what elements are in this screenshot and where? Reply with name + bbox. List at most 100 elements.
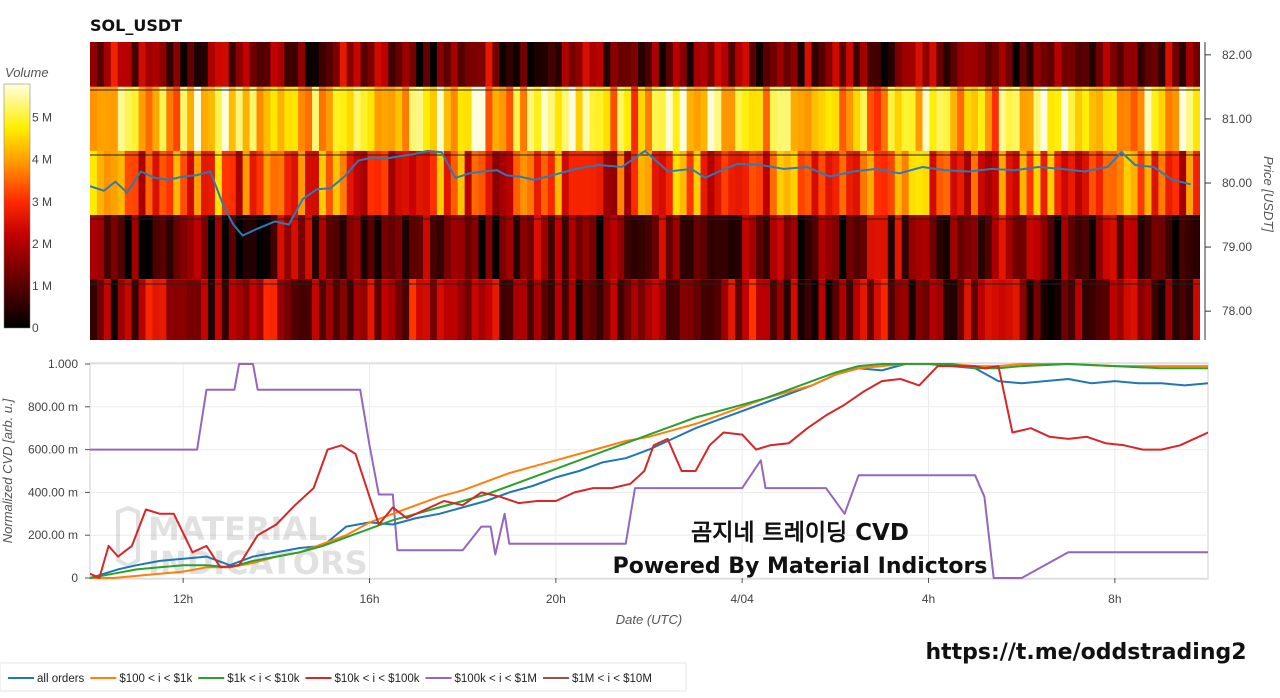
heatmap-cell: [790, 150, 799, 216]
heatmap-cell: [506, 86, 514, 151]
watermark-url: https://t.me/oddstrading2: [925, 640, 1246, 665]
heatmap-cell: [464, 215, 473, 280]
heatmap-cell: [1123, 150, 1132, 216]
heatmap-cell: [1026, 150, 1035, 216]
heatmap-cell: [166, 86, 174, 151]
price-tick-label: 78.00: [1222, 304, 1252, 318]
heatmap-cell: [478, 279, 487, 340]
heatmap-cell: [832, 215, 840, 280]
heatmap-cell: [1144, 150, 1153, 216]
heatmap-cell: [270, 279, 278, 340]
heatmap-cell: [839, 215, 847, 280]
heatmap-cell: [131, 150, 140, 216]
heatmap-cell: [679, 150, 688, 216]
heatmap-cell: [402, 86, 410, 151]
heatmap-cell: [249, 42, 258, 87]
heatmap-cell: [735, 42, 743, 87]
heatmap-cell: [589, 86, 598, 151]
heatmap-cell: [173, 42, 181, 87]
heatmap-cell: [318, 150, 327, 216]
heatmap-cell: [756, 42, 764, 87]
heatmap-cell: [776, 215, 785, 280]
heatmap-cell: [527, 86, 535, 151]
heatmap-cell: [790, 42, 799, 87]
heatmap-cell: [714, 279, 722, 340]
heatmap-cell: [672, 42, 681, 87]
heatmap-cell: [221, 86, 230, 151]
heatmap-cell: [1179, 215, 1187, 280]
heatmap-cell: [249, 279, 258, 340]
heatmap-cell: [1186, 150, 1194, 216]
heatmap-cell: [679, 42, 688, 87]
heatmap-cell: [291, 215, 299, 280]
heatmap-cell: [1123, 279, 1132, 340]
heatmap-cell: [353, 86, 362, 151]
heatmap-cell: [929, 86, 937, 151]
cvd-y-tick-label: 400.00 m: [28, 485, 78, 499]
heatmap-cell: [381, 279, 389, 340]
heatmap-cell: [853, 215, 861, 280]
heatmap-cell: [534, 86, 542, 151]
heatmap-cell: [617, 86, 625, 151]
heatmap-cell: [1172, 279, 1180, 340]
heatmap-cell: [242, 42, 251, 87]
heatmap-cell: [658, 86, 667, 151]
heatmap-cell: [1068, 150, 1076, 216]
heatmap-cell: [818, 279, 826, 340]
heatmap-cell: [915, 86, 924, 151]
heatmap-cell: [416, 150, 424, 216]
heatmap-cell: [1095, 279, 1104, 340]
heatmap-cell: [867, 86, 875, 151]
heatmap-cell: [499, 42, 507, 87]
heatmap-cell: [159, 150, 167, 216]
heatmap-cell: [811, 86, 820, 151]
heatmap-cell: [936, 279, 944, 340]
heatmap-cell: [214, 215, 223, 280]
heatmap-cell: [978, 215, 986, 280]
heatmap-cell: [575, 150, 584, 216]
heatmap-cell: [638, 86, 646, 151]
heatmap-cell: [693, 279, 702, 340]
heatmap-cell: [353, 150, 362, 216]
heatmap-cell: [1005, 86, 1014, 151]
heatmap-cell: [395, 42, 403, 87]
heatmap-cell: [693, 42, 702, 87]
heatmap-cell: [645, 215, 653, 280]
heatmap-cell: [1151, 150, 1159, 216]
heatmap-cell: [783, 279, 792, 340]
heatmap-cell: [367, 215, 376, 280]
heatmap-cell: [936, 150, 944, 216]
heatmap-cell: [922, 42, 931, 87]
heatmap-cell: [478, 86, 487, 151]
heatmap-cell: [1089, 279, 1097, 340]
heatmap-cell: [103, 215, 112, 280]
colorbar-tick-label: 4 M: [32, 153, 52, 167]
heatmap-cell: [950, 86, 958, 151]
heatmap-cell: [207, 42, 216, 87]
heatmap-cell: [429, 42, 438, 87]
heatmap-cell: [180, 279, 188, 340]
heatmap-cell: [339, 86, 348, 151]
heatmap-cell: [936, 42, 944, 87]
heatmap-cell: [867, 215, 875, 280]
heatmap-cell: [291, 279, 299, 340]
heatmap-cell: [1193, 86, 1200, 151]
cvd-y-tick-label: 0: [71, 571, 78, 585]
heatmap-cell: [256, 215, 265, 280]
heatmap-cell: [201, 42, 209, 87]
heatmap-cell: [1158, 215, 1166, 280]
heatmap-cell: [631, 279, 639, 340]
heatmap-cell: [894, 215, 903, 280]
heatmap-cell: [797, 86, 806, 151]
heatmap-cell: [728, 150, 736, 216]
price-line: [90, 149, 1192, 237]
heatmap-cell: [353, 42, 362, 87]
heatmap-cell: [145, 279, 154, 340]
heatmap-cell: [971, 86, 979, 151]
heatmap-cell: [228, 150, 237, 216]
heatmap-cell: [374, 215, 382, 280]
heatmap-cell: [936, 215, 944, 280]
heatmap-cell: [520, 150, 528, 216]
heatmap-cell: [305, 279, 313, 340]
heatmap-cell: [582, 86, 591, 151]
